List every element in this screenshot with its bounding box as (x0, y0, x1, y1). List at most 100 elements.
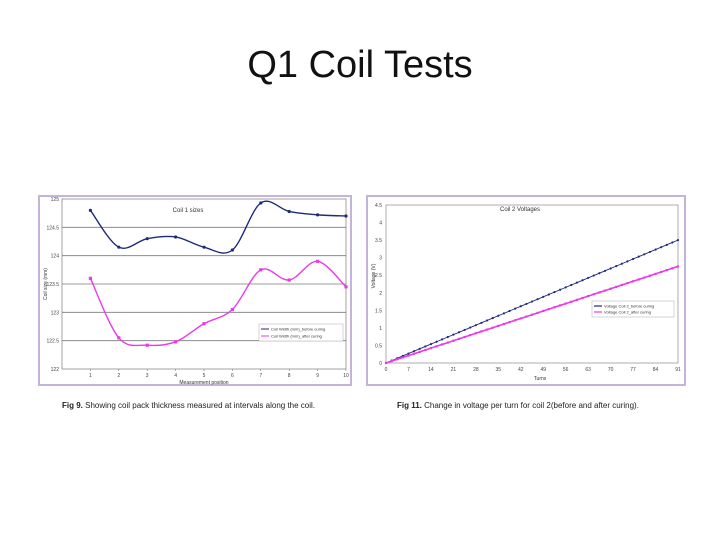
data-point (424, 345, 427, 348)
x-tick-label: 35 (496, 367, 502, 373)
x-tick-label: 70 (608, 367, 614, 373)
y-tick-label: 0 (379, 361, 382, 367)
figure-11-caption: Fig 11. Change in voltage per turn for c… (397, 401, 639, 410)
y-tick-label: 2.5 (375, 273, 382, 279)
x-tick-label: 63 (585, 367, 591, 373)
data-point (626, 282, 629, 285)
y-tick-label: 122 (51, 367, 60, 373)
data-point (480, 321, 483, 324)
data-point (508, 321, 511, 324)
x-tick-label: 9 (316, 373, 319, 379)
data-point (344, 214, 348, 218)
x-tick-label: 1 (89, 373, 92, 379)
data-point (474, 324, 477, 327)
y-tick-label: 4.5 (375, 203, 382, 209)
data-point (620, 262, 623, 265)
data-point (429, 342, 433, 346)
data-point (469, 334, 472, 337)
x-tick-label: 91 (675, 367, 681, 373)
data-point (485, 319, 489, 322)
data-point (660, 270, 663, 274)
legend-label: Voltage Coil 2_after curing (604, 310, 651, 315)
data-point (587, 295, 590, 298)
data-point (542, 295, 545, 298)
data-point (547, 293, 550, 296)
data-point (525, 315, 528, 318)
data-point (609, 287, 612, 290)
data-point (603, 289, 607, 292)
data-point (598, 272, 601, 275)
data-point (485, 328, 489, 331)
figure-11-caption-label: Fig 11. (397, 401, 422, 410)
y-axis-label: Voltage (V) (371, 263, 377, 288)
data-point (564, 302, 567, 305)
data-point (570, 300, 573, 303)
y-tick-label: 125 (51, 197, 60, 203)
data-point (88, 276, 92, 280)
data-point (575, 298, 579, 301)
y-tick-label: 2 (379, 291, 382, 297)
data-point (390, 360, 393, 363)
data-point (575, 281, 579, 284)
data-point (570, 283, 573, 287)
data-point (626, 260, 629, 263)
data-point (457, 331, 461, 334)
x-tick-label: 14 (428, 367, 434, 373)
data-point (435, 340, 438, 343)
figure-9-caption-text: Showing coil pack thickness measured at … (82, 401, 316, 410)
x-tick-label: 77 (630, 367, 636, 373)
data-point (665, 269, 668, 272)
data-point (384, 361, 388, 365)
plot-area (385, 204, 679, 364)
legend (591, 300, 675, 318)
data-point (592, 293, 595, 296)
data-point (88, 208, 92, 212)
data-point (502, 312, 506, 315)
x-tick-label: 56 (563, 367, 569, 373)
y-tick-label: 123 (51, 310, 60, 316)
x-tick-label: 7 (407, 367, 410, 373)
data-point (536, 298, 539, 301)
series-line-2 (89, 260, 347, 347)
coil-voltages-chart: 0 0.5 1 1.5 2 2.5 3 3.5 4 4.5 0 7 14 21 28 35 42 49 56 63 70… (365, 194, 687, 387)
data-point (648, 250, 652, 254)
data-point (396, 358, 399, 361)
page-title: Q1 Coil Tests (247, 44, 473, 86)
y-tick-label: 123.5 (46, 282, 59, 288)
y-tick-label: 124.5 (46, 225, 59, 231)
data-point (631, 257, 635, 261)
data-point (429, 347, 433, 350)
data-point (587, 276, 590, 280)
data-point (435, 345, 438, 348)
data-point (547, 308, 550, 311)
data-point (145, 237, 149, 241)
x-tick-label: 4 (174, 373, 177, 379)
y-axis-label: Coil size (mm) (43, 268, 49, 300)
y-tick-label: 0.5 (375, 343, 382, 349)
data-point (117, 245, 121, 249)
data-point (553, 306, 556, 309)
data-point (452, 339, 455, 342)
data-point (174, 340, 178, 344)
coil-sizes-chart: 122 122.5 123 123.5 124 124.5 125 1 2 3 4 5 6 7 8 9 10 Co… (37, 194, 353, 387)
data-point (558, 304, 562, 307)
data-point (676, 265, 680, 268)
y-tick-label: 124 (51, 254, 60, 260)
y-tick-label: 1.5 (375, 308, 382, 314)
data-point (530, 300, 534, 303)
data-point (202, 322, 206, 326)
data-point (452, 333, 455, 336)
data-point (412, 352, 416, 355)
data-point (174, 235, 178, 239)
x-tick-label: 21 (451, 367, 457, 373)
data-point (259, 201, 263, 205)
data-point (536, 311, 539, 314)
data-point (519, 305, 522, 308)
data-point (497, 324, 500, 327)
data-point (491, 316, 494, 320)
data-point (508, 309, 511, 313)
data-point (665, 243, 668, 246)
chart-title: Coil 1 sizes (173, 208, 204, 214)
data-point (542, 309, 545, 313)
